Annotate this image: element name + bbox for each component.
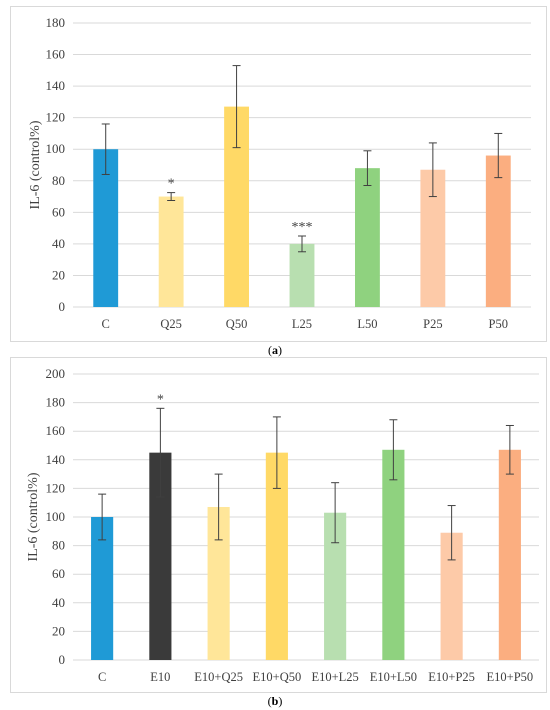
chart-b-bar xyxy=(382,449,405,660)
caption-b: (b) xyxy=(0,694,550,709)
chart-a-x-tick-label: P50 xyxy=(489,317,508,331)
chart-a-y-tick-label: 160 xyxy=(46,47,66,62)
chart-b-y-tick-label: 180 xyxy=(46,395,66,410)
chart-panel-b: 0 20 40 60 80 100 120 140 160 180 200 IL-6 (control… xyxy=(10,357,547,693)
chart-b-y-tick-label: 100 xyxy=(46,509,66,524)
chart-a-x-tick-label: Q50 xyxy=(226,317,248,331)
chart-a-significance-label: * xyxy=(168,177,175,192)
chart-b-y-tick-label: 60 xyxy=(52,566,65,581)
chart-b-bar xyxy=(91,517,114,660)
caption-a-letter: a xyxy=(272,343,278,357)
chart-b-y-tick-label: 40 xyxy=(52,595,65,610)
chart-a-y-tick-label: 80 xyxy=(52,173,65,188)
bar-chart-b: 0 20 40 60 80 100 120 140 160 180 200 IL-6 (control… xyxy=(26,366,539,684)
chart-a-y-tick-label: 100 xyxy=(46,141,66,156)
chart-a-y-tick-label: 0 xyxy=(59,299,66,314)
chart-a-bar xyxy=(93,149,119,307)
chart-a-bar xyxy=(485,155,511,307)
chart-b-significance-label: * xyxy=(157,392,164,407)
caption-b-open: ( xyxy=(267,694,272,708)
chart-b-x-tick-label: E10+Q50 xyxy=(253,670,302,684)
chart-b-y-tick-label: 140 xyxy=(46,452,66,467)
chart-b-x-tick-label: E10+L25 xyxy=(311,670,358,684)
chart-a-bar xyxy=(354,168,380,307)
chart-b-bar xyxy=(324,512,347,660)
chart-a-y-tick-label: 140 xyxy=(46,78,66,93)
chart-b-y-tick-label: 120 xyxy=(46,480,66,495)
chart-a-bar xyxy=(158,196,184,307)
chart-b-bar xyxy=(498,449,521,660)
chart-a-x-tick-label: L50 xyxy=(357,317,377,331)
chart-b-y-axis-label: IL-6 (control%) xyxy=(26,472,41,561)
chart-a-x-tick-label: C xyxy=(102,317,110,331)
caption-b-close: ) xyxy=(278,694,283,708)
caption-a-open: ( xyxy=(268,343,272,357)
chart-b-y-tick-label: 20 xyxy=(52,623,65,638)
chart-a-significance-label: *** xyxy=(292,220,313,235)
chart-b-x-tick-label: E10 xyxy=(150,670,170,684)
chart-b-bar xyxy=(207,506,230,660)
chart-b-x-tick-label: E10+P50 xyxy=(487,670,534,684)
chart-a-x-tick-label: L25 xyxy=(292,317,312,331)
chart-b-x-tick-label: E10+P25 xyxy=(428,670,475,684)
chart-a-y-axis-label: IL-6 (control%) xyxy=(28,120,43,209)
chart-a-x-tick-label: Q25 xyxy=(160,317,182,331)
chart-b-bar xyxy=(149,452,172,660)
chart-a-y-tick-label: 180 xyxy=(46,15,66,30)
chart-b-x-tick-label: C xyxy=(98,670,106,684)
chart-b-bar xyxy=(440,532,463,660)
chart-b-y-tick-label: 160 xyxy=(46,423,66,438)
bar-chart-a: 0 20 40 60 80 100 120 140 160 180 IL-6 (control%) C… xyxy=(28,15,531,331)
chart-b-x-tick-label: E10+L50 xyxy=(370,670,417,684)
chart-b-y-tick-label: 200 xyxy=(46,366,66,381)
chart-b-y-tick-label: 0 xyxy=(59,652,66,667)
caption-a: (a) xyxy=(0,343,550,358)
chart-a-y-tick-label: 20 xyxy=(52,267,65,282)
chart-b-bar xyxy=(265,452,288,660)
chart-a-x-tick-label: P25 xyxy=(423,317,442,331)
chart-a-y-tick-label: 120 xyxy=(46,110,66,125)
chart-panel-a: 0 20 40 60 80 100 120 140 160 180 IL-6 (control%) C… xyxy=(10,6,547,342)
chart-b-y-tick-label: 80 xyxy=(52,538,65,553)
chart-a-y-tick-label: 60 xyxy=(52,204,65,219)
caption-b-letter: b xyxy=(271,694,279,708)
chart-a-y-tick-label: 40 xyxy=(52,236,65,251)
chart-b-x-tick-label: E10+Q25 xyxy=(194,670,243,684)
chart-a-bar xyxy=(289,243,315,307)
caption-a-close: ) xyxy=(278,343,282,357)
